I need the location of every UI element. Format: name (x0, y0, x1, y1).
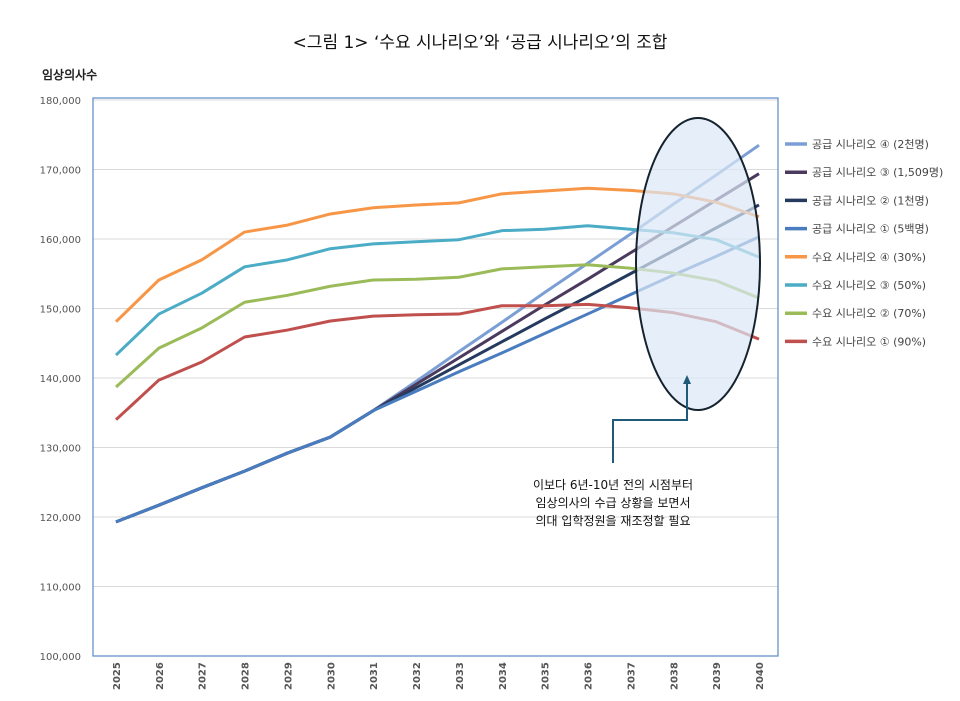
legend-label: 수요 시나리오 ① (90%) (812, 335, 926, 348)
plot-frame (92, 97, 779, 657)
legend-label: 수요 시나리오 ③ (50%) (812, 279, 926, 292)
x-tick-label: 2039 (712, 662, 723, 690)
x-tick-label: 2036 (584, 662, 595, 690)
y-tick-label: 100,000 (40, 652, 81, 663)
arrow-head-icon (683, 375, 691, 384)
y-tick-label: 130,000 (40, 444, 81, 455)
legend-label: 공급 시나리오 ① (5백명) (812, 223, 929, 236)
chart-title: <그림 1> ‘수요 시나리오’와 ‘공급 시나리오’의 조합 (292, 33, 668, 53)
x-tick-label: 2031 (369, 662, 380, 690)
annotation-text: 의대 입학정원을 재조정할 필요 (536, 514, 691, 528)
legend-label: 수요 시나리오 ② (70%) (812, 307, 926, 320)
x-tick-label: 2032 (412, 662, 423, 690)
x-tick-label: 2025 (112, 662, 123, 690)
y-axis-label: 임상의사수 (42, 68, 98, 82)
annotation-text: 이보다 6년-10년 전의 시점부터 (533, 478, 693, 492)
y-tick-label: 180,000 (40, 96, 81, 107)
x-tick-label: 2034 (498, 662, 509, 690)
annotation-connector (612, 382, 688, 463)
x-tick-label: 2026 (155, 662, 166, 690)
legend-label: 공급 시나리오 ② (1천명) (812, 193, 929, 207)
y-tick-label: 150,000 (40, 305, 81, 316)
legend-label: 수요 시나리오 ④ (30%) (812, 251, 926, 264)
y-tick-label: 110,000 (40, 583, 81, 594)
x-tick-label: 2029 (283, 662, 294, 690)
x-tick-label: 2027 (198, 662, 209, 690)
y-tick-label: 160,000 (40, 235, 81, 246)
y-tick-label: 170,000 (40, 166, 81, 177)
x-tick-label: 2030 (326, 662, 337, 690)
x-tick-label: 2037 (626, 662, 637, 690)
y-tick-label: 120,000 (40, 513, 81, 524)
x-tick-label: 2040 (755, 662, 766, 690)
x-tick-label: 2033 (455, 662, 466, 690)
x-tick-label: 2038 (669, 662, 680, 690)
x-tick-label: 2028 (241, 662, 252, 690)
legend-label: 공급 시나리오 ③ (1,509명) (812, 166, 943, 179)
annotation-text: 임상의사의 수급 상황을 보면서 (536, 496, 691, 510)
y-tick-label: 140,000 (40, 374, 81, 385)
legend-label: 공급 시나리오 ④ (2천명) (812, 137, 929, 151)
highlight-ellipse (635, 117, 761, 411)
x-tick-label: 2035 (541, 662, 552, 690)
